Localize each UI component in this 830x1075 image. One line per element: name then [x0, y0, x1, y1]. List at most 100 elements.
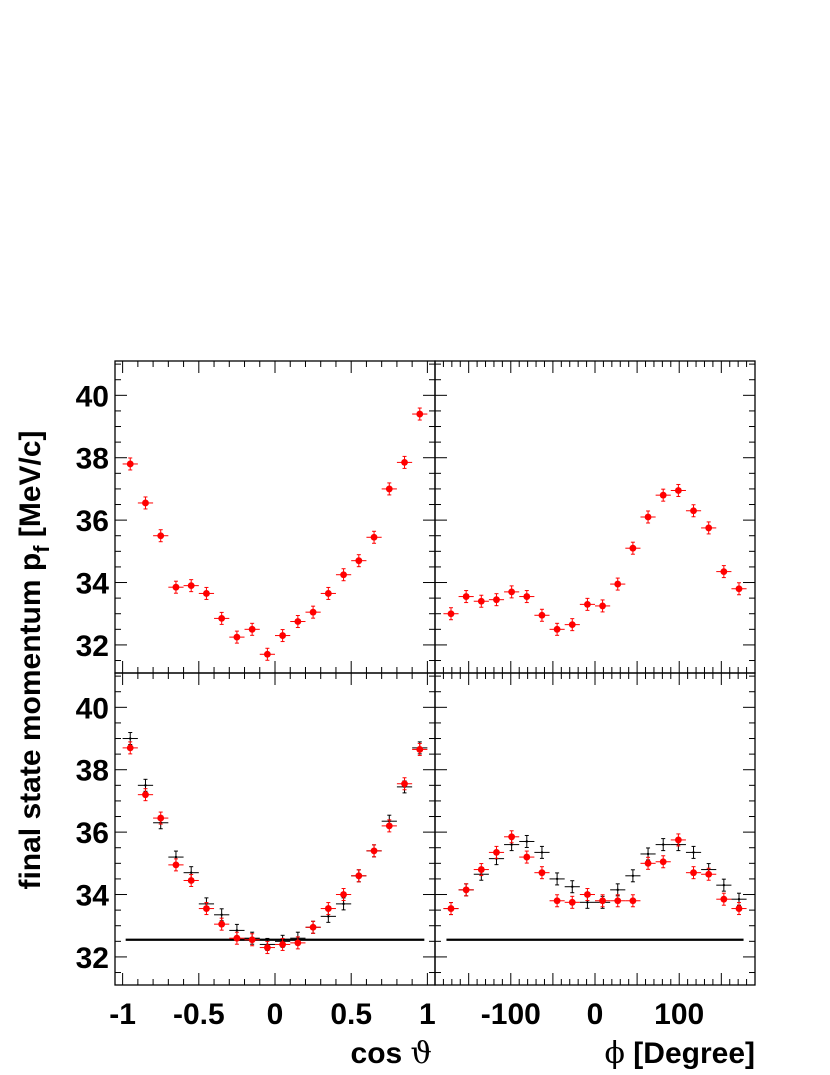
marker	[553, 897, 561, 905]
data-point	[716, 892, 732, 906]
data-point	[275, 937, 291, 951]
marker	[416, 746, 424, 753]
data-point	[366, 530, 382, 544]
marker	[692, 851, 695, 854]
data-point	[488, 845, 505, 859]
plot-frame	[114, 360, 436, 674]
data-point	[305, 605, 321, 619]
data-point	[290, 615, 306, 629]
data-point	[716, 878, 732, 892]
data-point	[716, 565, 732, 579]
data-point	[640, 856, 656, 870]
marker	[508, 833, 516, 841]
marker	[263, 650, 271, 658]
marker	[629, 544, 637, 552]
plot-frame	[434, 672, 756, 986]
marker	[142, 791, 149, 799]
marker	[126, 460, 134, 468]
marker	[735, 585, 743, 593]
marker	[218, 920, 226, 928]
data-point	[655, 838, 671, 852]
marker	[690, 869, 697, 877]
data-point	[244, 622, 260, 636]
marker	[342, 902, 345, 906]
marker	[720, 895, 728, 903]
y-tick-label: 40	[76, 380, 109, 413]
marker	[189, 871, 193, 874]
y-tick-label: 38	[76, 443, 109, 476]
panel-top-left: 32 34 36 38 40	[76, 360, 436, 674]
marker	[508, 588, 516, 596]
marker	[294, 618, 302, 625]
marker	[614, 897, 622, 905]
marker	[401, 459, 408, 466]
marker	[584, 600, 591, 608]
marker	[279, 632, 287, 639]
series-red	[122, 407, 428, 661]
x-tick-label: 100	[654, 998, 704, 1031]
y-tick-label: 32	[76, 942, 109, 975]
data-point	[655, 855, 671, 869]
data-point	[610, 894, 626, 908]
data-point	[198, 586, 215, 600]
marker	[263, 944, 271, 951]
marker	[555, 877, 559, 881]
data-point	[488, 593, 505, 607]
x-axis-title-right: ϕ [Degree]	[605, 1036, 756, 1071]
marker	[142, 499, 149, 507]
marker	[737, 898, 741, 901]
data-point	[122, 457, 138, 471]
x-axis-title-left-prefix: cos	[351, 1037, 411, 1070]
data-point	[610, 883, 626, 897]
series-black	[443, 834, 747, 916]
marker	[538, 611, 546, 619]
x-tick-label: 0.5	[330, 998, 372, 1031]
data-point	[458, 883, 474, 897]
data-point	[198, 902, 215, 916]
data-point	[351, 554, 367, 568]
marker	[233, 633, 241, 641]
marker	[340, 571, 347, 579]
marker	[324, 905, 332, 912]
data-point	[473, 863, 489, 877]
marker	[646, 852, 650, 856]
data-point	[549, 622, 565, 636]
data-point	[534, 845, 550, 859]
y-tick-label: 40	[76, 692, 109, 725]
series-red	[443, 483, 747, 636]
y-tick-label: 38	[76, 755, 109, 788]
marker	[248, 625, 256, 633]
marker	[235, 929, 239, 932]
data-point	[229, 923, 245, 937]
marker	[720, 568, 728, 575]
x-axis-title-right-suffix: [Degree]	[625, 1037, 755, 1070]
data-point	[519, 590, 535, 604]
x-tick-label: -0.5	[173, 998, 225, 1031]
data-point	[701, 867, 717, 881]
data-point	[305, 920, 321, 934]
marker	[370, 533, 378, 541]
data-point	[579, 888, 595, 902]
marker	[203, 905, 210, 912]
x-axis-title-left: cos ϑ	[351, 1036, 432, 1071]
data-point	[275, 629, 291, 643]
data-point	[168, 580, 184, 594]
data-point	[534, 866, 550, 880]
marker	[674, 487, 682, 494]
data-point	[731, 582, 747, 596]
marker	[477, 597, 485, 605]
data-point	[610, 577, 626, 591]
marker	[462, 886, 470, 894]
marker	[447, 610, 455, 618]
data-point	[229, 630, 245, 644]
marker	[447, 905, 455, 912]
data-point	[595, 599, 611, 613]
marker	[327, 915, 330, 918]
data-point	[183, 873, 199, 887]
y-axis-title-sub: f	[29, 545, 54, 553]
y-tick-label: 36	[76, 817, 109, 850]
marker	[144, 784, 147, 787]
data-point	[290, 936, 306, 950]
marker	[568, 898, 576, 906]
